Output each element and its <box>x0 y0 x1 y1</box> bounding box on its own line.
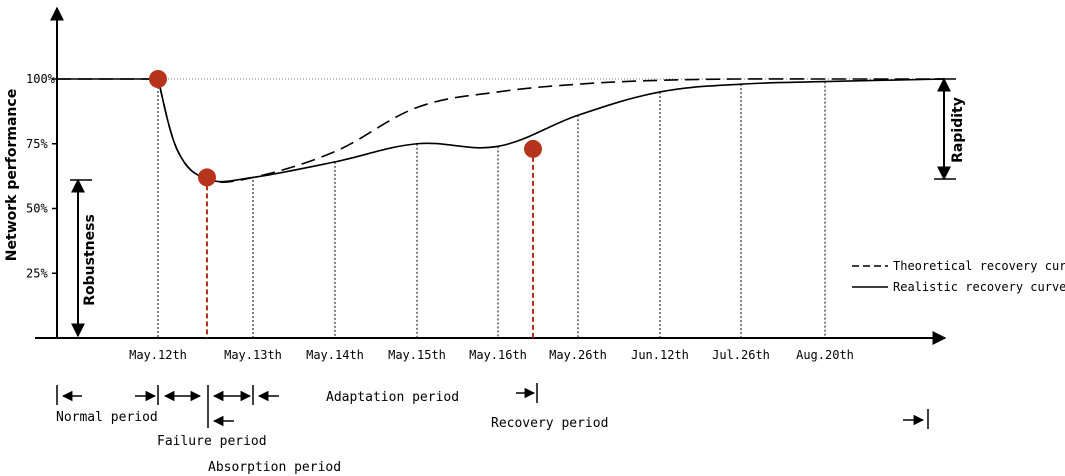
x-tick-label: May.15th <box>388 348 446 362</box>
adaptation-period-label: Adaptation period <box>326 390 459 405</box>
x-tick-label: May.26th <box>549 348 607 362</box>
normal-period-label: Normal period <box>56 410 158 425</box>
key-markers <box>149 70 542 338</box>
legend-realistic-label: Realistic recovery curve <box>893 280 1065 294</box>
y-tick-label: 50% <box>26 202 48 216</box>
legend: Theoretical recovery curve Realistic rec… <box>852 259 1065 294</box>
robustness-indicator: Robustness <box>70 178 98 338</box>
theoretical-recovery-curve <box>57 78 944 183</box>
absorption-period-label: Absorption period <box>208 460 341 475</box>
robustness-label: Robustness <box>82 214 98 306</box>
curves-layer <box>57 78 945 183</box>
x-tick-label: Jun.12th <box>631 348 689 362</box>
x-tick-label: May.14th <box>306 348 364 362</box>
y-tick-label: 100% <box>26 72 56 86</box>
legend-theoretical-label: Theoretical recovery curve <box>893 259 1065 273</box>
x-tick-label: May.13th <box>224 348 282 362</box>
y-ticks: 25% 50% 75% 100% <box>26 72 57 280</box>
key-point-marker <box>149 70 167 88</box>
rapidity-indicator: Rapidity <box>934 77 966 181</box>
x-tick-label: Aug.20th <box>796 348 854 362</box>
realistic-recovery-curve <box>57 78 945 183</box>
x-tick-label: May.12th <box>129 348 187 362</box>
key-point-marker <box>524 139 542 158</box>
x-tick-label: May.16th <box>469 348 527 362</box>
key-point-marker <box>198 168 216 187</box>
y-tick-label: 75% <box>26 137 48 151</box>
y-tick-label: 25% <box>26 266 48 280</box>
x-ticks: May.12th May.13th May.14th May.15th May.16th… <box>129 348 854 362</box>
recovery-period-label: Recovery period <box>491 416 608 431</box>
rapidity-label: Rapidity <box>950 97 966 163</box>
period-annotations: Normal period Failure period Absorption … <box>56 383 929 475</box>
failure-period-label: Failure period <box>157 434 267 449</box>
x-tick-label: Jul.26th <box>712 348 770 362</box>
y-axis-label: Network performance <box>4 89 20 261</box>
vertical-guide-lines <box>157 79 826 338</box>
